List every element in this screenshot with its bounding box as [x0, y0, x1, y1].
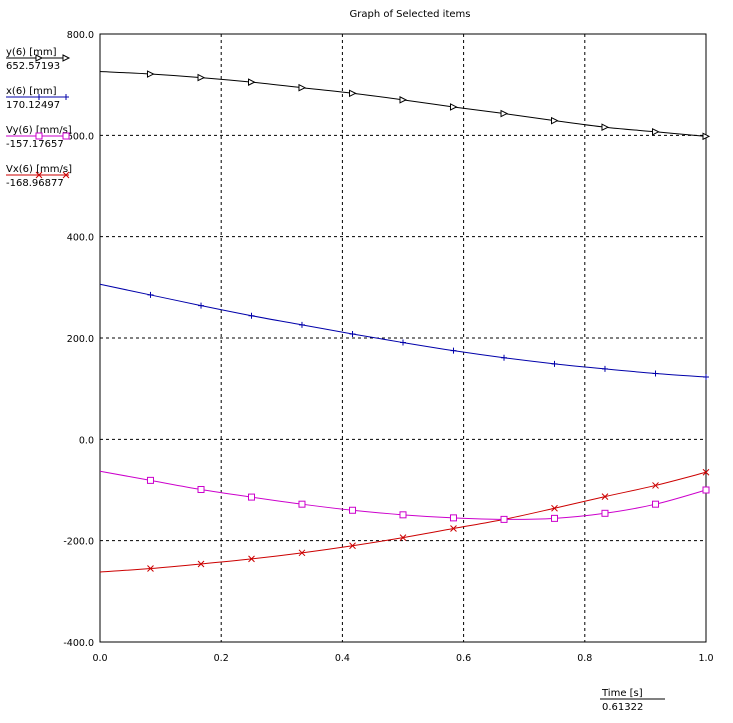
data-point	[197, 560, 205, 568]
data-point	[298, 83, 307, 92]
data-point	[652, 127, 660, 136]
data-point	[500, 109, 509, 118]
y-tick-label: -200.0	[63, 537, 94, 548]
data-point	[62, 171, 70, 179]
data-point	[450, 525, 457, 532]
x-tick-label: 0.6	[456, 653, 471, 664]
series	[99, 70, 711, 141]
x-axis-value: 0.61322	[602, 702, 643, 713]
x-tick-label: 0.4	[335, 653, 350, 664]
data-point	[62, 132, 70, 140]
x-tick-label: 1.0	[698, 653, 713, 664]
data-point	[35, 132, 43, 140]
axis-ticks: 0.0 0.2 0.4 0.6 0.8 1.0 -400.0 -200.0 0.0 200.0 40…	[63, 30, 713, 664]
data-point	[248, 493, 255, 501]
series-line	[99, 471, 707, 573]
data-point	[35, 54, 44, 62]
legend-series-value: 170.12497	[6, 100, 60, 111]
y-tick-label: 400.0	[67, 233, 94, 244]
data-point	[652, 500, 660, 508]
series	[99, 283, 709, 381]
data-point	[601, 123, 610, 132]
legend-series-name: y(6) [mm]	[6, 47, 57, 58]
y-tick-label: 600.0	[67, 131, 94, 142]
data-point	[298, 321, 305, 328]
data-point	[349, 542, 356, 550]
data-point	[248, 78, 256, 86]
legend-item: y(6) [mm] 652.57193	[6, 47, 71, 72]
data-point	[702, 468, 710, 476]
data-point	[500, 515, 508, 523]
series-line	[99, 283, 707, 378]
data-point	[197, 73, 206, 82]
data-point	[399, 534, 407, 541]
x-axis-name: Time [s]	[601, 688, 643, 699]
data-point	[399, 511, 407, 519]
grid	[100, 34, 706, 642]
data-point	[35, 171, 43, 179]
data-point	[147, 565, 154, 572]
data-point	[349, 330, 356, 337]
series	[99, 470, 710, 523]
data-point	[601, 365, 608, 372]
legend-series-value: 652.57193	[6, 61, 60, 72]
data-point	[551, 504, 558, 512]
data-point	[551, 514, 558, 522]
legend-series-value: -157.17657	[6, 139, 64, 150]
legend-series-value: -168.96877	[6, 178, 64, 189]
data-point	[248, 555, 255, 563]
x-tick-label: 0.0	[92, 653, 107, 664]
data-point	[298, 549, 306, 557]
data-point	[449, 514, 457, 522]
series	[99, 468, 710, 573]
data-point	[63, 94, 69, 100]
legend-series-name: x(6) [mm]	[6, 86, 57, 97]
y-tick-label: 200.0	[67, 334, 94, 345]
data-point	[601, 493, 609, 500]
chart-title: Graph of Selected items	[349, 9, 470, 20]
data-point	[298, 500, 306, 508]
data-point	[349, 506, 357, 514]
data-point	[652, 482, 659, 489]
y-tick-label: -400.0	[63, 638, 94, 649]
data-point	[62, 54, 71, 62]
data-point	[248, 312, 255, 319]
data-point	[146, 70, 155, 78]
plot-frame	[99, 33, 707, 643]
series-line	[99, 70, 707, 137]
y-tick-label: 0.0	[79, 435, 94, 446]
y-tick-label: 800.0	[67, 30, 94, 41]
series-layer	[99, 70, 711, 573]
data-point	[450, 347, 457, 354]
data-point	[198, 302, 205, 309]
legend-item: Vy(6) [mm/s] -157.17657	[6, 125, 72, 150]
legend-series-name: Vx(6) [mm/s]	[6, 164, 72, 175]
data-point	[601, 509, 609, 517]
legend: y(6) [mm] 652.57193 x(6) [mm] 170.12497 Vy(6…	[6, 47, 72, 189]
legend-item: Vx(6) [mm/s] -168.96877	[6, 164, 72, 189]
data-point	[400, 339, 406, 346]
data-point	[501, 354, 508, 361]
data-point	[146, 476, 154, 484]
x-tick-label: 0.8	[577, 653, 592, 664]
data-point	[399, 96, 408, 104]
data-point	[551, 360, 558, 367]
data-point	[197, 485, 205, 493]
legend-series-name: Vy(6) [mm/s]	[6, 125, 72, 136]
data-point	[551, 116, 559, 125]
data-point	[36, 94, 42, 100]
data-point	[702, 486, 710, 494]
data-point	[702, 132, 711, 141]
data-point	[703, 374, 709, 381]
data-point	[449, 103, 458, 111]
data-point	[349, 89, 357, 98]
data-point	[147, 291, 154, 298]
x-axis-readout: Time [s] 0.61322	[600, 688, 665, 713]
data-point	[652, 370, 659, 377]
x-tick-label: 0.2	[214, 653, 229, 664]
legend-item: x(6) [mm] 170.12497	[6, 86, 69, 111]
